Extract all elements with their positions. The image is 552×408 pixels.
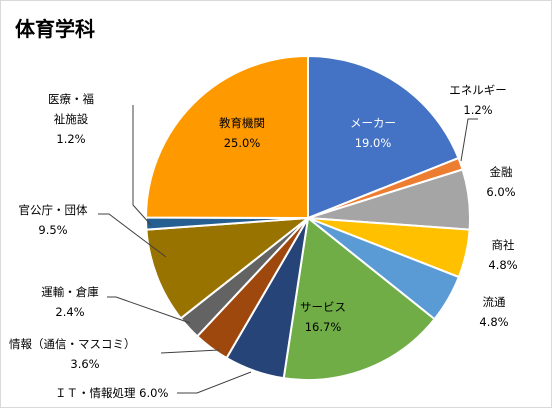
chart-title: 体育学科 [15, 17, 95, 41]
slice-label: サービス [300, 300, 346, 314]
slice-value-label: 25.0% [224, 136, 261, 150]
leader-line [177, 371, 252, 394]
slice-label: ＩＴ・情報処理 6.0% [55, 386, 168, 400]
leader-line [107, 296, 191, 324]
slice-value-label: 16.7% [305, 320, 342, 334]
slice-label: 運輸・倉庫 [41, 285, 99, 299]
slice-label: 流通 [483, 295, 506, 309]
leader-line [132, 105, 152, 226]
pie-slice [144, 54, 309, 220]
slice-value-label: 4.8% [488, 258, 517, 272]
slice-value-label: 9.5% [38, 223, 67, 237]
pie-slice [282, 216, 436, 381]
slice-value-label: 4.8% [479, 315, 508, 329]
slice-value-label: 6.0% [486, 185, 515, 199]
slice-label: エネルギー [449, 83, 507, 97]
slice-value-label: 1.2% [56, 132, 85, 146]
slice-label: 情報（通信・マスコミ） [9, 337, 136, 351]
slice-label: 祉施設 [54, 112, 89, 126]
pie-slice [145, 216, 312, 320]
leader-line [460, 118, 478, 162]
slice-value-label: 19.0% [355, 136, 392, 150]
slice-label: 教育機関 [219, 116, 265, 130]
leader-line [160, 349, 220, 354]
slice-value-label: 1.2% [463, 103, 492, 117]
leader-line [98, 213, 167, 258]
slice-label: メーカー [350, 116, 396, 130]
pie-slice [307, 54, 460, 220]
slice-label: 医療・福 [48, 92, 94, 106]
slice-label: 商社 [492, 238, 515, 252]
slice-value-label: 3.6% [70, 357, 99, 371]
slice-label: 金融 [490, 165, 513, 179]
slice-value-label: 2.4% [55, 305, 84, 319]
slice-label: 官公庁・団体 [19, 203, 88, 217]
